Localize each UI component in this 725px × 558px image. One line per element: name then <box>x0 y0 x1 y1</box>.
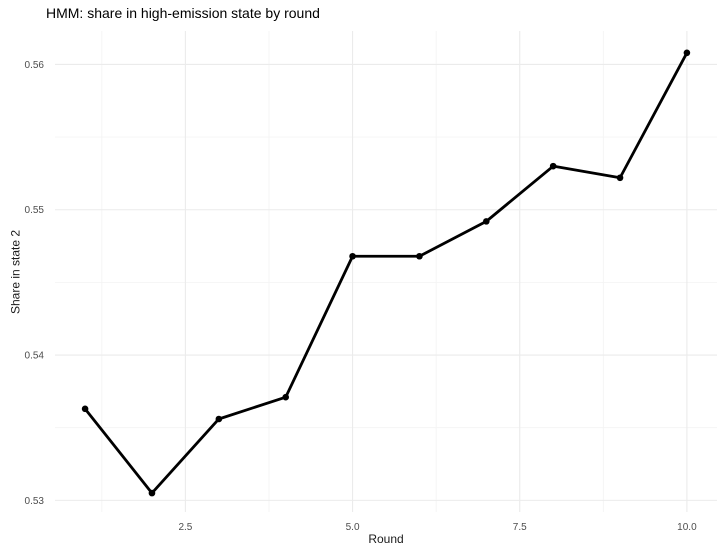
x-tick-label: 5.0 <box>346 522 360 533</box>
data-point <box>483 218 490 225</box>
data-point <box>215 415 223 423</box>
data-point <box>683 49 691 57</box>
data-point <box>148 489 156 497</box>
data-point <box>549 162 557 170</box>
data-point <box>81 405 89 413</box>
data-line <box>83 51 689 495</box>
x-axis-label: Round <box>368 532 404 546</box>
y-tick-label: 0.53 <box>25 496 45 507</box>
y-tick-label: 0.54 <box>25 351 45 362</box>
y-tick-label: 0.56 <box>25 60 45 71</box>
data-point <box>616 174 624 182</box>
x-tick-label: 10.0 <box>677 522 697 533</box>
data-point <box>416 252 423 260</box>
x-tick-label: 2.5 <box>178 522 192 533</box>
chart-title: HMM: share in high-emission state by rou… <box>46 5 320 21</box>
x-tick-label: 7.5 <box>513 522 527 533</box>
data-point <box>282 393 289 401</box>
data-point <box>349 252 356 260</box>
y-tick-label: 0.55 <box>25 205 45 216</box>
